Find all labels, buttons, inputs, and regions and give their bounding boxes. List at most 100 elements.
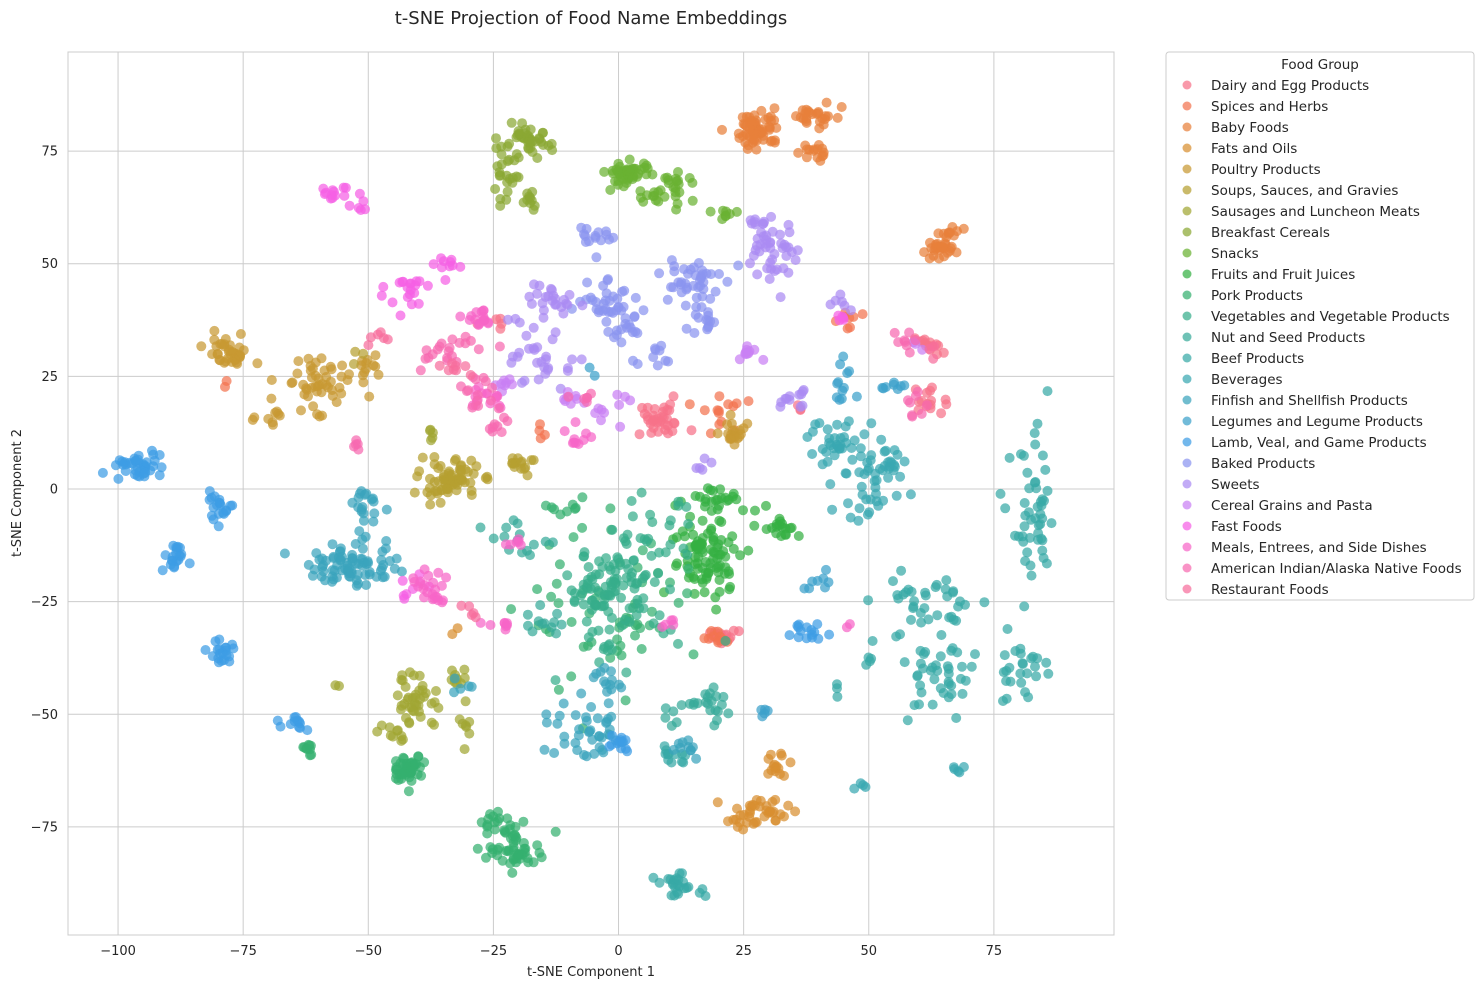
- scatter-point: [712, 553, 723, 564]
- scatter-point: [336, 371, 347, 382]
- scatter-point: [459, 664, 470, 675]
- scatter-point: [936, 630, 947, 640]
- scatter-point: [682, 588, 693, 599]
- legend-label: Fast Foods: [1211, 519, 1282, 535]
- scatter-point: [381, 536, 392, 546]
- scatter-point: [668, 706, 679, 717]
- scatter-point: [666, 255, 677, 266]
- scatter-point: [781, 242, 791, 253]
- scatter-point: [708, 532, 719, 542]
- scatter-point: [952, 647, 963, 658]
- scatter-point: [597, 561, 608, 572]
- scatter-point: [951, 713, 962, 723]
- scatter-point: [920, 590, 931, 601]
- scatter-point: [433, 595, 444, 606]
- scatter-point: [499, 412, 509, 423]
- scatter-point: [465, 335, 476, 346]
- scatter-point: [906, 614, 916, 625]
- legend-marker: [1182, 500, 1192, 510]
- scatter-point: [775, 292, 786, 303]
- scatter-point: [616, 337, 627, 348]
- scatter-point: [660, 703, 671, 714]
- scatter-point: [673, 638, 683, 649]
- legend-marker: [1182, 185, 1192, 195]
- scatter-point: [724, 584, 735, 595]
- scatter-point: [859, 429, 870, 440]
- scatter-point: [923, 614, 934, 625]
- scatter-point: [605, 306, 616, 317]
- scatter-point: [665, 539, 676, 550]
- scatter-point: [899, 380, 910, 391]
- scatter-point: [368, 360, 379, 371]
- scatter-point: [780, 529, 791, 540]
- scatter-point: [783, 800, 794, 811]
- scatter-point: [636, 644, 647, 654]
- scatter-point: [508, 845, 519, 856]
- scatter-point: [293, 356, 304, 367]
- scatter-point: [295, 723, 305, 733]
- scatter-point: [512, 351, 523, 362]
- x-tick-label: 75: [986, 944, 1003, 959]
- scatter-point: [813, 107, 824, 117]
- scatter-point: [605, 503, 616, 514]
- y-tick-label: −25: [31, 595, 58, 610]
- scatter-point: [862, 509, 873, 520]
- legend-label: Lamb, Veal, and Game Products: [1211, 435, 1427, 451]
- scatter-point: [778, 263, 789, 274]
- scatter-point: [900, 336, 911, 347]
- legend-marker: [1182, 437, 1192, 447]
- scatter-point: [570, 391, 581, 401]
- scatter-point: [314, 380, 324, 390]
- scatter-point: [725, 433, 736, 443]
- scatter-point: [513, 126, 524, 137]
- scatter-point: [581, 712, 591, 723]
- scatter-point: [910, 335, 921, 346]
- scatter-point: [856, 451, 866, 462]
- scatter-point: [904, 347, 915, 358]
- scatter-point: [558, 308, 569, 319]
- scatter-point: [500, 539, 511, 550]
- scatter-point: [440, 275, 451, 285]
- scatter-point: [431, 686, 441, 696]
- scatter-point: [611, 329, 622, 340]
- scatter-point: [552, 608, 563, 619]
- scatter-point: [785, 757, 796, 768]
- scatter-point: [711, 604, 722, 615]
- scatter-point: [546, 285, 557, 295]
- scatter-point: [403, 692, 414, 703]
- scatter-point: [355, 205, 366, 215]
- scatter-point: [488, 533, 499, 544]
- scatter-point: [1046, 518, 1057, 529]
- scatter-point: [710, 286, 721, 297]
- scatter-point: [227, 500, 238, 511]
- scatter-point: [827, 504, 838, 515]
- scatter-point: [837, 443, 848, 454]
- legend-marker: [1182, 290, 1192, 300]
- scatter-point: [843, 498, 853, 509]
- scatter-point: [347, 553, 358, 564]
- legend-items: Dairy and Egg Products Spices and Herbs Ba…: [1182, 78, 1462, 598]
- scatter-point: [824, 629, 835, 640]
- scatter-point: [801, 152, 812, 163]
- scatter-point: [549, 748, 560, 758]
- scatter-point: [714, 419, 725, 430]
- scatter-point: [363, 340, 374, 351]
- scatter-point: [998, 696, 1008, 706]
- scatter-point: [654, 877, 665, 888]
- scatter-point: [524, 291, 535, 302]
- scatter-point: [612, 552, 623, 563]
- scatter-point: [743, 545, 754, 556]
- scatter-point: [1002, 624, 1013, 634]
- legend-marker: [1182, 206, 1192, 216]
- scatter-point: [637, 402, 648, 413]
- scatter-point: [685, 745, 696, 756]
- scatter-point: [629, 312, 640, 322]
- legend-marker: [1182, 521, 1192, 531]
- scatter-point: [735, 550, 746, 561]
- scatter-point: [941, 575, 952, 586]
- scatter-point: [765, 136, 776, 147]
- scatter-point: [681, 323, 692, 334]
- scatter-point: [752, 269, 763, 280]
- scatter-point: [720, 635, 731, 646]
- scatter-point: [616, 592, 626, 603]
